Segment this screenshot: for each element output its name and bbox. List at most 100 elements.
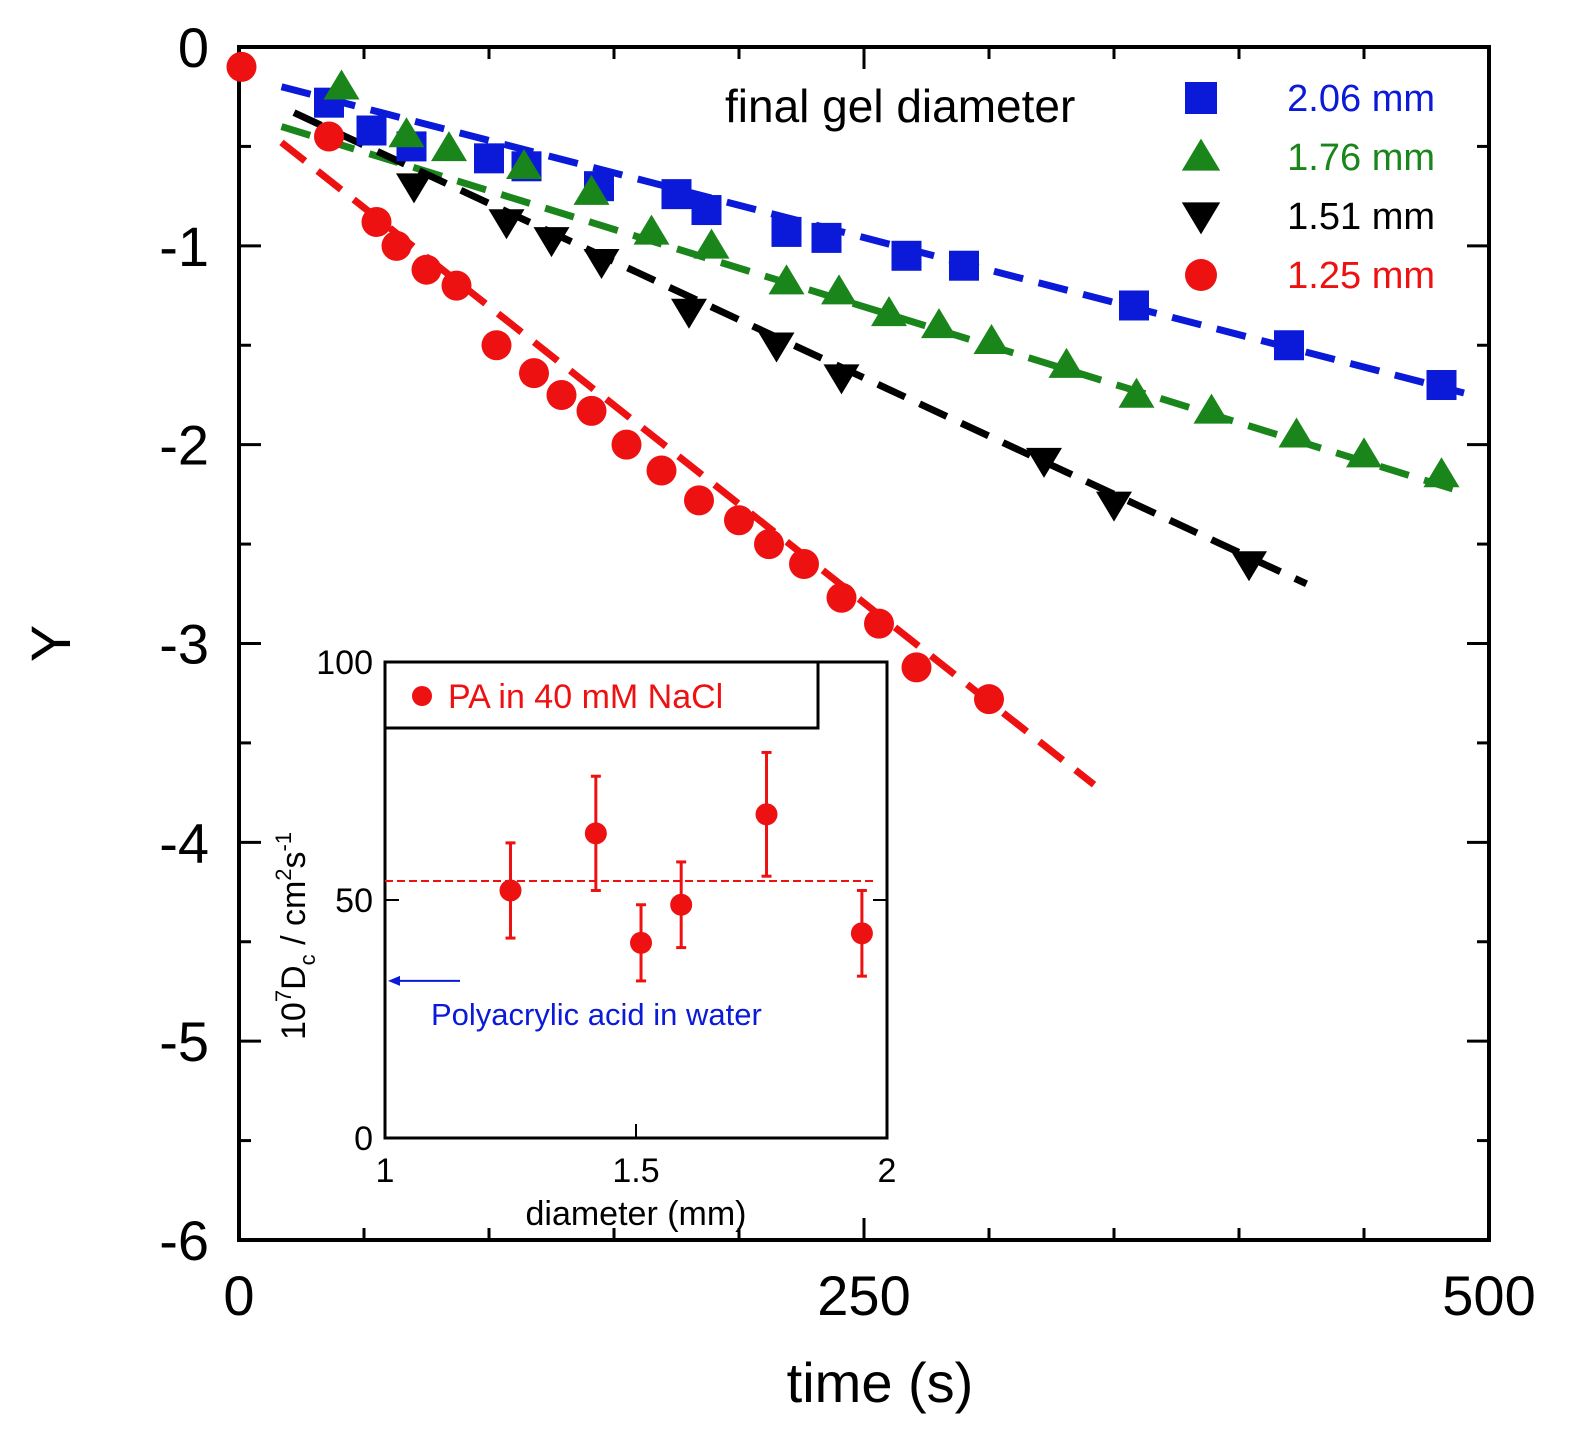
- data-point: [381, 230, 412, 261]
- data-point: [506, 149, 542, 180]
- data-point: [693, 228, 730, 259]
- y-tick-label: -5: [159, 1010, 209, 1073]
- y-tick-label: 0: [178, 16, 209, 79]
- inset-data-point: [755, 803, 778, 826]
- data-point: [361, 206, 392, 237]
- data-point: [949, 250, 979, 281]
- data-point: [691, 195, 722, 226]
- data-point: [546, 379, 577, 410]
- data-point: [488, 209, 525, 240]
- data-point: [481, 330, 512, 361]
- data-point: [661, 179, 692, 210]
- y-tick-label: -6: [159, 1209, 209, 1272]
- data-point: [823, 364, 860, 395]
- annotation-text: Polyacrylic acid in water: [431, 997, 762, 1032]
- inset-x-axis-label: diameter (mm): [525, 1195, 746, 1233]
- inset-y-label-part: c: [295, 954, 320, 965]
- data-point: [826, 582, 857, 613]
- y-tick-label: -1: [159, 215, 209, 278]
- inset-legend: PA in 40 mM NaCl: [383, 660, 820, 730]
- data-point: [573, 174, 610, 205]
- inset-y-label-part: 2: [271, 868, 296, 880]
- inset-legend-marker: [412, 686, 432, 706]
- x-tick-label: 0: [223, 1264, 254, 1327]
- data-point: [226, 51, 257, 82]
- inset-legend-box: [383, 660, 820, 730]
- inset-data-point: [499, 879, 522, 902]
- inset-plot-frame: [383, 660, 889, 1140]
- legend-marker: [1181, 138, 1221, 171]
- inset-data-point: [584, 822, 607, 845]
- inset-y-tick-label: 0: [354, 1120, 373, 1158]
- data-point: [671, 298, 707, 329]
- main-chart: 0 250 500 0 -1 -2 -3 -4 -5 -6 final gel diameter 2…: [19, 16, 1536, 1414]
- data-point: [396, 173, 432, 204]
- inset-data-point: [630, 931, 653, 954]
- inset-y-tick-label: 100: [316, 644, 373, 682]
- data-point: [356, 115, 387, 146]
- data-point: [1118, 377, 1155, 408]
- data-point: [758, 332, 795, 363]
- data-point: [1193, 393, 1230, 424]
- data-point: [314, 121, 344, 152]
- x-tick-label: 500: [1442, 1264, 1535, 1327]
- y-tick-label: -2: [159, 414, 209, 477]
- data-point: [646, 455, 677, 486]
- data-point: [611, 429, 642, 460]
- data-point: [891, 240, 922, 271]
- main-axis-ticks: 0 250 500 0 -1 -2 -3 -4 -5 -6: [159, 16, 1536, 1327]
- inset-x-tick-label: 1: [376, 1152, 395, 1190]
- data-point: [811, 222, 842, 253]
- inset-y-axis-label: 107Dc / cm2s-1: [271, 832, 320, 1040]
- data-point: [1426, 370, 1457, 401]
- inset-y-label-part: 7: [271, 990, 296, 1002]
- main-legend: final gel diameter 2.06 mm 1.76 mm 1.51 mm 1…: [725, 78, 1435, 297]
- data-point: [768, 264, 805, 295]
- data-point: [474, 143, 504, 174]
- inset-y-label-part: D: [275, 965, 313, 990]
- y-tick-label: -4: [159, 811, 209, 874]
- data-point: [1423, 457, 1460, 488]
- inset-y-label-part: / cm: [275, 881, 313, 955]
- main-x-axis-label: time (s): [787, 1351, 974, 1414]
- legend-label: 1.25 mm: [1287, 255, 1435, 297]
- data-point: [724, 505, 754, 536]
- x-tick-label: 250: [817, 1264, 910, 1327]
- inset-annotation: Polyacrylic acid in water: [388, 975, 762, 1032]
- data-point: [974, 684, 1004, 715]
- data-point: [411, 254, 442, 285]
- data-point: [323, 69, 360, 100]
- fit-line: [292, 109, 1308, 588]
- data-point: [583, 248, 620, 279]
- legend-marker: [1185, 82, 1217, 114]
- fit-line: [280, 83, 1465, 397]
- inset-data-points: [499, 750, 873, 983]
- inset-y-label-part: 10: [275, 1002, 313, 1040]
- data-point: [1119, 290, 1149, 321]
- data-point: [633, 214, 670, 245]
- y-tick-label: -3: [159, 613, 209, 676]
- legend-marker: [1181, 202, 1221, 235]
- annotation-arrowhead: [388, 975, 400, 986]
- data-point: [1274, 330, 1304, 361]
- data-point: [431, 131, 467, 162]
- main-y-axis-label: Y: [19, 625, 82, 662]
- data-point: [1278, 417, 1315, 448]
- inset-x-tick-label: 1.5: [612, 1152, 659, 1190]
- data-point: [973, 324, 1010, 355]
- data-point: [789, 548, 819, 579]
- inset-chart: 1 1.5 2 0 50 100 PA in 40 mM NaCl Polyacrylic…: [271, 644, 896, 1233]
- data-point: [754, 529, 784, 560]
- inset-y-label-part: -1: [271, 832, 296, 852]
- data-point: [533, 227, 570, 258]
- data-point: [871, 296, 907, 327]
- data-point: [1048, 347, 1085, 378]
- data-point: [684, 485, 714, 516]
- legend-label: 2.06 mm: [1287, 78, 1435, 120]
- fit-line: [280, 123, 1466, 496]
- data-point: [921, 308, 957, 339]
- data-point: [441, 270, 472, 301]
- main-fit-lines: [279, 83, 1466, 788]
- data-point: [1026, 447, 1062, 478]
